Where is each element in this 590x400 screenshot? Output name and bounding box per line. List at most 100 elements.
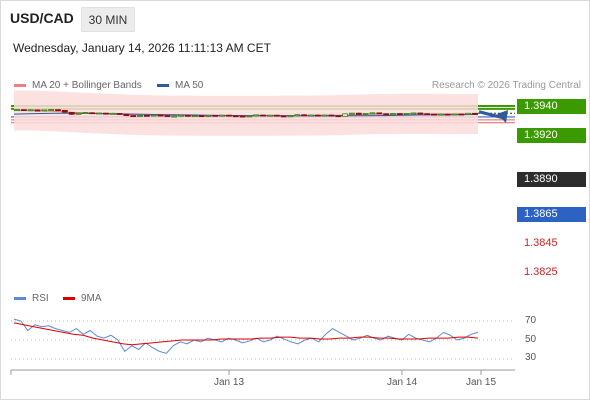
candle-body-64	[451, 113, 458, 116]
forecast-arrow-head	[497, 110, 508, 123]
candle-body-19	[143, 114, 150, 117]
candle-body-39	[280, 115, 287, 118]
candle-body-18	[137, 115, 143, 117]
legend-ma20: MA 20 + Bollinger Bands	[14, 80, 142, 91]
candle-body-12	[96, 112, 102, 115]
candle-body-27	[198, 115, 205, 118]
candle-body-24	[178, 114, 184, 117]
candle-body-53	[376, 112, 383, 115]
candle-body-60	[424, 113, 431, 116]
candle-body-26	[191, 115, 198, 118]
candle-body-41	[294, 114, 301, 117]
credit-text: Research © 2026 Trading Central	[431, 80, 581, 91]
candle-body-40	[287, 115, 294, 118]
candle-body-14	[109, 112, 116, 115]
candle-body-7	[61, 109, 68, 113]
candle-body-1	[20, 109, 27, 112]
candle-body-62	[437, 113, 444, 116]
9ma-swatch	[63, 297, 75, 300]
candle-body-50	[355, 112, 362, 115]
candle-body-38	[273, 114, 280, 117]
candle-body-6	[55, 109, 61, 112]
candle-body-31	[226, 114, 232, 117]
candle-body-66	[465, 112, 472, 115]
candle-body-47	[335, 115, 342, 118]
candle-body-9	[75, 112, 82, 115]
level-label-1: 1.3940	[517, 99, 586, 114]
candle-body-15	[116, 113, 123, 115]
legend-9ma: 9MA	[63, 293, 102, 304]
ma20-swatch	[14, 84, 26, 87]
candle-body-67	[472, 112, 478, 115]
candle-body-8	[68, 112, 75, 115]
candle-body-59	[417, 112, 424, 115]
legend-ma20-label: MA 20 + Bollinger Bands	[32, 80, 142, 91]
x-tick-jan14: Jan 14	[386, 377, 418, 388]
candle-body-48	[342, 113, 349, 117]
candle-body-36	[260, 114, 266, 117]
candle-body-3	[34, 109, 41, 112]
candle-body-35	[253, 114, 260, 117]
symbol-title: USD/CAD	[10, 10, 74, 26]
candle-body-32	[232, 115, 239, 118]
candle-body-10	[82, 112, 89, 114]
bollinger-band	[14, 90, 478, 136]
candle-body-45	[321, 114, 328, 117]
candle-body-37	[267, 114, 273, 117]
candle-body-22	[164, 115, 171, 118]
candle-body-25	[184, 114, 191, 117]
candle-body-63	[444, 113, 451, 116]
candle-body-57	[403, 113, 410, 115]
candle-body-11	[89, 112, 96, 115]
candle-body-49	[349, 112, 355, 115]
level-label-3: 1.3865	[517, 207, 586, 222]
candle-body-46	[328, 114, 335, 117]
level-label-2: 1.3920	[517, 128, 586, 143]
candle-body-23	[171, 115, 178, 118]
ma50-swatch	[157, 84, 169, 87]
level-label-5: 1.3825	[524, 266, 558, 278]
rsi-line	[13, 318, 479, 354]
candle-body-28	[205, 115, 212, 117]
rsi-tick-30: 30	[525, 352, 537, 363]
candle-body-5	[48, 109, 55, 111]
legend-rsi-label: RSI	[32, 293, 49, 304]
candle-body-17	[130, 115, 137, 118]
candle-body-30	[219, 114, 225, 117]
candle-body-52	[369, 112, 376, 115]
candle-body-42	[301, 114, 308, 117]
legend-rsi: RSI	[14, 293, 49, 304]
candle-body-65	[458, 113, 465, 116]
candle-body-33	[239, 115, 246, 118]
legend-ma50: MA 50	[157, 80, 203, 91]
legend-ma50-label: MA 50	[175, 80, 204, 91]
candle-body-56	[396, 113, 403, 115]
x-tick-jan15: Jan 15	[465, 377, 497, 388]
candle-body-43	[308, 114, 314, 117]
candle-body-20	[150, 114, 157, 117]
candle-body-34	[246, 115, 253, 118]
candle-body-44	[314, 114, 321, 117]
timeframe-button[interactable]: 30 MIN	[81, 7, 135, 32]
level-label-4: 1.3845	[524, 237, 558, 249]
candle-body-54	[383, 113, 390, 116]
candle-body-13	[102, 112, 109, 115]
candle-body-61	[431, 113, 437, 116]
rsi-tick-50: 50	[525, 334, 537, 345]
candle-body-2	[27, 109, 34, 112]
candle-body-58	[410, 112, 417, 115]
forecast-arrow-shaft	[478, 110, 505, 120]
candle-body-4	[41, 109, 48, 112]
last-price-label: 1.3890	[517, 172, 586, 187]
candle-body-29	[212, 114, 219, 117]
rsi-ma-line	[13, 322, 479, 346]
rsi-swatch	[14, 297, 26, 300]
rsi-tick-70: 70	[525, 315, 537, 326]
x-tick-jan13: Jan 13	[213, 377, 245, 388]
candle-body-0	[14, 109, 20, 112]
candle-body-16	[123, 113, 130, 117]
candle-body-55	[390, 113, 396, 115]
candle-body-51	[362, 113, 369, 115]
legend-9ma-label: 9MA	[81, 293, 102, 304]
